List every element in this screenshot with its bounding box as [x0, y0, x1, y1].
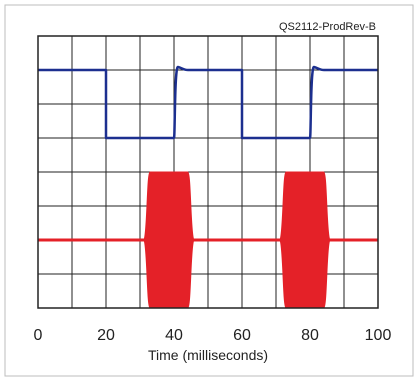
x-tick-label: 0: [34, 327, 43, 344]
x-tick-label: 20: [97, 327, 115, 344]
corner-label: QS2112-ProdRev-B: [279, 21, 376, 33]
square-wave-line: [38, 65, 378, 140]
x-tick-label: 80: [301, 327, 319, 344]
x-tick-label: 40: [165, 327, 183, 344]
x-tick-labels: 0 20 40 60 80 100: [34, 327, 392, 344]
plot-frame: [37, 35, 379, 309]
x-tick-label: 100: [365, 327, 392, 344]
x-tick-label: 60: [233, 327, 251, 344]
rf-burst-1: [142, 171, 195, 309]
series-layer: [38, 65, 378, 309]
x-axis-label: Time (milliseconds): [148, 347, 268, 363]
outer-frame: [4, 4, 414, 377]
rf-burst-2: [278, 171, 331, 309]
